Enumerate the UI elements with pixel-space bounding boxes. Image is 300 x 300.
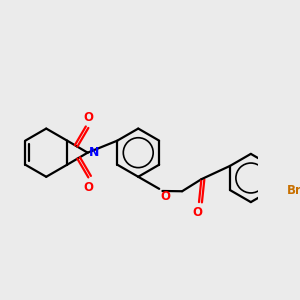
Text: O: O bbox=[193, 206, 203, 219]
Text: N: N bbox=[89, 146, 100, 159]
Text: O: O bbox=[83, 181, 93, 194]
Text: Br: Br bbox=[287, 184, 300, 196]
Text: O: O bbox=[83, 112, 93, 124]
Text: O: O bbox=[160, 190, 171, 203]
